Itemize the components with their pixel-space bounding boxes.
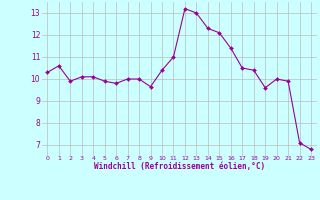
X-axis label: Windchill (Refroidissement éolien,°C): Windchill (Refroidissement éolien,°C) — [94, 162, 265, 171]
